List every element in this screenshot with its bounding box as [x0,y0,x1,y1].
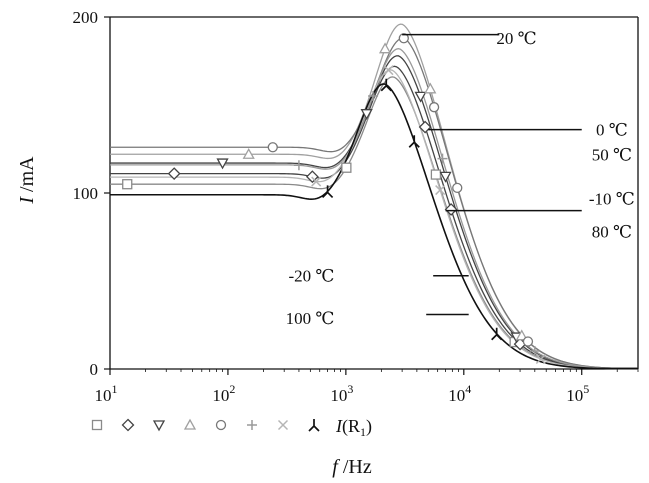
data-point-marker [341,162,352,173]
data-point-marker [452,182,463,194]
series-line [110,65,638,370]
x-tick-base: 10 [566,386,583,405]
x-tick-base: 10 [330,386,347,405]
x-tick-label: 102 [212,382,235,405]
data-point-marker [360,109,373,121]
data-point-marker [408,135,420,148]
data-point-marker [430,169,442,180]
x-tick-base: 10 [212,386,229,405]
annotation-label: -20 ℃ [288,267,334,286]
marker-group [122,33,546,365]
x-axis-title-unit: /Hz [338,456,372,478]
axis-titles: f /Hz I /mA [16,156,372,478]
data-point-marker [418,120,432,134]
data-point-marker [424,82,437,94]
legend-marker [215,419,227,431]
data-point-marker [383,65,394,76]
x-tick-label: 104 [448,382,471,405]
data-point-marker [293,160,304,171]
annotation-label: -10 ℃ [589,189,635,208]
series-line [110,83,638,370]
legend-marker [277,419,289,431]
annotation-label: 50 ℃ [592,145,632,164]
legend-marker [152,420,166,432]
data-point-marker [435,185,446,196]
annotation-label: 100 ℃ [286,309,335,328]
data-point-marker [368,90,379,101]
annotation-group: 20 ℃ 0 ℃ 50 ℃ -10 ℃ 80 ℃ -20 ℃ 100 ℃ [286,29,635,328]
legend-label-suffix: ) [366,416,372,437]
x-tick-exponent: 5 [583,382,589,396]
legend-marker [91,419,103,431]
data-point-marker [515,329,528,341]
x-tick-exponent: 1 [112,382,118,396]
x-axis-title-italic: f [332,456,340,478]
data-point-marker [529,346,540,357]
y-axis-title-italic: I [16,196,38,205]
y-axis-title: I /mA [16,156,38,205]
legend-label-italic: I [335,416,343,436]
data-point-marker [167,167,181,181]
data-point-marker [321,185,334,199]
legend-label: I(R1) [335,416,372,439]
data-point-marker [428,102,440,113]
data-point-marker [122,179,133,190]
y-tick-label: 100 [73,184,99,203]
x-tick-exponent: 2 [229,382,235,396]
data-point-marker [437,153,448,164]
legend-label-text: (R [342,416,360,437]
data-point-marker [535,353,546,365]
x-tick-base: 10 [95,386,112,405]
data-point-marker [267,142,278,153]
data-point-marker [216,158,229,170]
x-tick-exponent: 3 [347,382,353,396]
legend-marker [247,420,257,430]
data-point-marker [380,78,392,92]
data-point-marker [444,203,458,216]
x-tick-label: 103 [330,382,353,405]
legend-marker [183,418,197,430]
data-point-marker [311,176,322,187]
x-tick-exponent: 4 [465,382,471,396]
x-tick-base: 10 [448,386,465,405]
series-group [110,23,638,370]
data-point-marker [242,147,255,159]
legend-marker [121,418,135,432]
y-tick-label: 0 [90,360,99,379]
legend-label-subscript: 1 [360,425,366,439]
legend-marker [308,419,320,432]
legend: I(R1) [91,416,372,439]
data-point-marker [491,327,503,341]
y-axis-title-unit: /mA [16,156,38,197]
data-point-marker [439,171,452,183]
annotation-label: 20 ℃ [496,29,536,48]
data-point-marker [378,42,392,54]
y-tick-label: 200 [73,8,99,27]
x-tick-label: 101 [95,382,118,405]
data-point-marker [522,336,534,347]
data-point-marker [398,33,409,44]
x-tick-label: 105 [566,382,589,405]
data-point-marker [414,91,427,103]
annotation-label: 80 ℃ [592,223,632,242]
x-axis-title: f /Hz [332,456,372,478]
annotation-label: 0 ℃ [596,121,628,140]
